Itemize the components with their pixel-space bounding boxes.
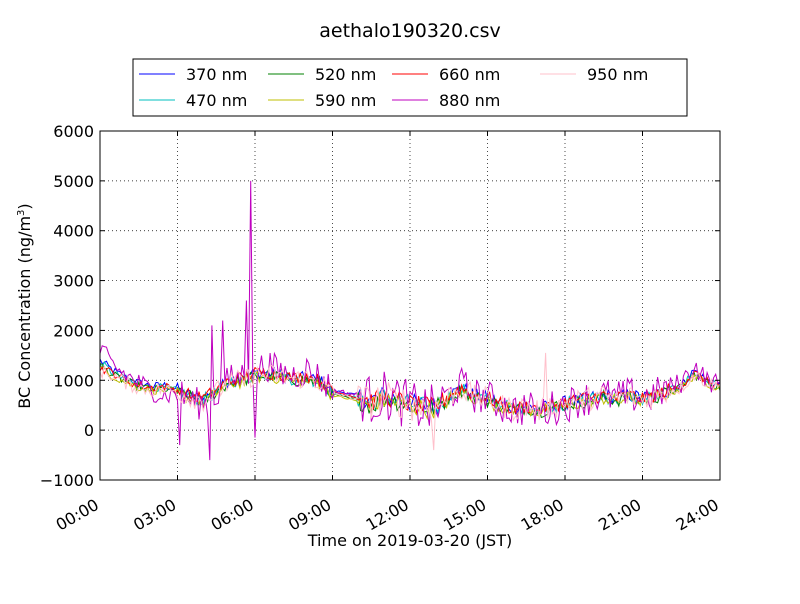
y-tick-label: 1000 bbox=[53, 371, 94, 390]
legend-label: 370 nm bbox=[186, 65, 247, 84]
y-tick-label: 0 bbox=[84, 421, 94, 440]
legend-entry: 520 nm bbox=[268, 65, 376, 84]
legend-label: 470 nm bbox=[186, 91, 247, 110]
legend-label: 950 nm bbox=[587, 65, 648, 84]
legend-label: 880 nm bbox=[439, 91, 500, 110]
y-axis-label: BC Concentration (ng/m3) bbox=[15, 203, 34, 408]
y-tick-label: 6000 bbox=[53, 122, 94, 141]
y-tick-label: 5000 bbox=[53, 172, 94, 191]
y-tick-label: 4000 bbox=[53, 222, 94, 241]
legend-entry: 470 nm bbox=[139, 91, 247, 110]
legend-frame bbox=[132, 58, 688, 117]
legend-label: 520 nm bbox=[315, 65, 376, 84]
y-axis-label-superscript: 3 bbox=[16, 210, 27, 216]
y-axis-label-close: ) bbox=[15, 203, 34, 209]
y-tick-label: −1000 bbox=[40, 471, 94, 490]
y-tick-label: 2000 bbox=[53, 321, 94, 340]
series-line-950-nm bbox=[99, 352, 721, 451]
legend: 370 nm 470 nm 520 nm 590 nm 660 nm 880 nm 950 … bbox=[132, 58, 688, 117]
legend-entry: 950 nm bbox=[540, 65, 648, 84]
y-tick-label: 3000 bbox=[53, 272, 94, 291]
series-lines bbox=[99, 180, 721, 461]
chart-title: aethalo190320.csv bbox=[319, 20, 501, 42]
legend-label: 590 nm bbox=[315, 91, 376, 110]
axis-ticks bbox=[99, 130, 721, 481]
legend-label: 660 nm bbox=[439, 65, 500, 84]
legend-entry: 880 nm bbox=[392, 91, 500, 110]
y-tick-labels: 6000 5000 4000 3000 2000 1000 0 −1000 bbox=[40, 122, 94, 490]
legend-entry: 590 nm bbox=[268, 91, 376, 110]
legend-entry: 370 nm bbox=[139, 65, 247, 84]
x-axis-label: Time on 2019-03-20 (JST) bbox=[307, 531, 512, 550]
y-axis-label-main: BC Concentration (ng/m bbox=[15, 216, 34, 409]
legend-entry: 660 nm bbox=[392, 65, 500, 84]
